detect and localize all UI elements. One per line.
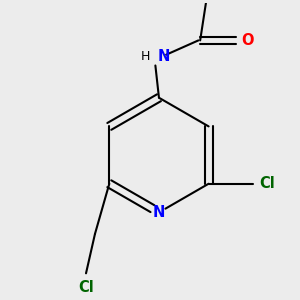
Text: Cl: Cl [78, 280, 94, 296]
Text: Cl: Cl [259, 176, 274, 191]
Text: H: H [141, 50, 150, 63]
Text: N: N [157, 49, 170, 64]
Text: O: O [242, 33, 254, 48]
Text: N: N [153, 205, 165, 220]
